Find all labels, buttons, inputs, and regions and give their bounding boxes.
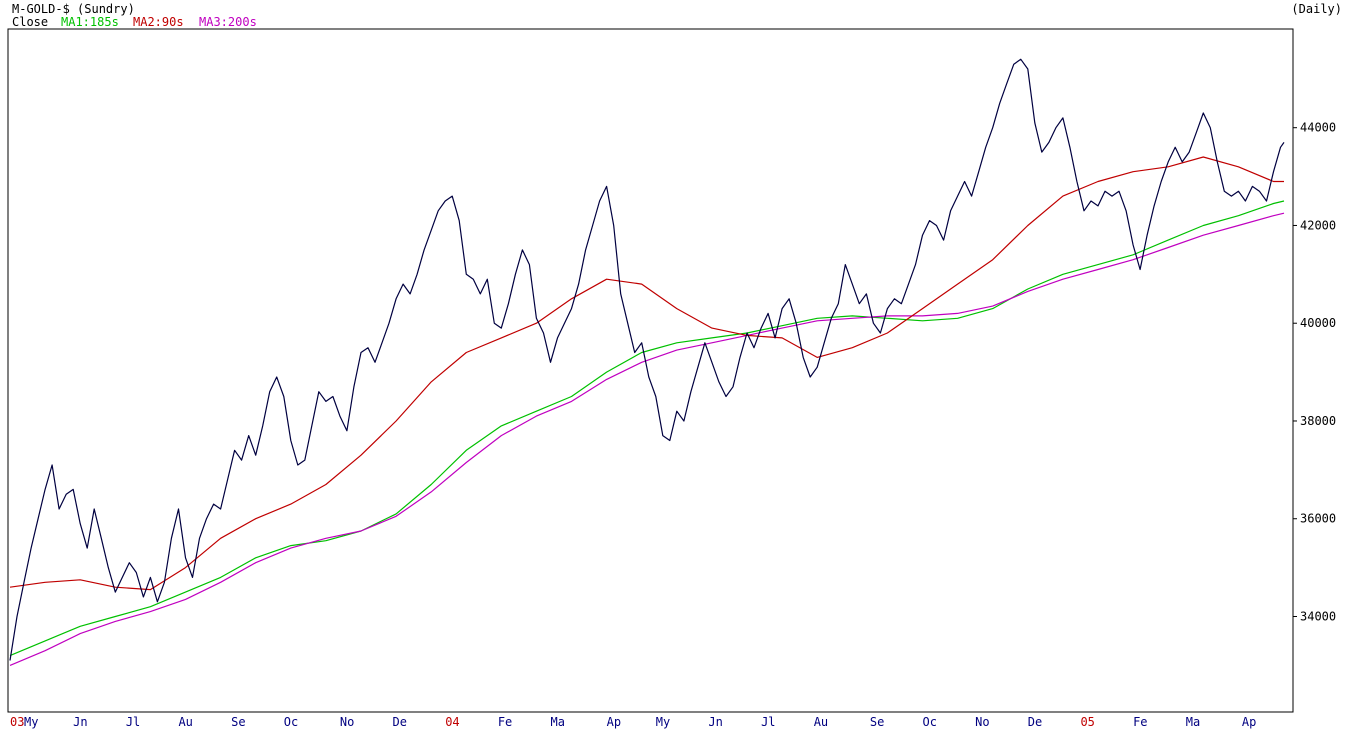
series-layer [9, 58, 1285, 666]
x-tick-label: De [1028, 715, 1042, 729]
x-tick-label: Se [870, 715, 884, 729]
legend-ma3: MA3:200s [199, 15, 257, 29]
x-tick-label: My [656, 715, 670, 729]
x-tick-label: 04 [445, 715, 459, 729]
period-label: (Daily) [1291, 2, 1342, 16]
plot-area [7, 28, 1294, 713]
series-line-ma1 [9, 200, 1285, 657]
x-tick-label: Ma [550, 715, 564, 729]
x-tick-label: Oc [284, 715, 298, 729]
x-axis: 03 My Jn Jl Au Se Oc No De 04 Fe Ma Ap My Jn Jl Au Se Oc No… [10, 715, 1256, 729]
y-tick-label: 42000 [1300, 218, 1336, 232]
x-tick-label: Ma [1186, 715, 1200, 729]
legend-ma2: MA2:90s [133, 15, 184, 29]
y-tick-label: 38000 [1300, 414, 1336, 428]
y-tick-label: 34000 [1300, 610, 1336, 624]
chart-title: M-GOLD-$ (Sundry) [12, 2, 135, 16]
series-line-close [9, 58, 1285, 661]
x-tick-label: Jl [126, 715, 140, 729]
series-line-ma3 [9, 212, 1285, 666]
legend-ma1: MA1:185s [61, 15, 119, 29]
x-tick-label: Se [231, 715, 245, 729]
x-tick-label: My [24, 715, 38, 729]
x-tick-label: Fe [498, 715, 512, 729]
x-tick-label: Au [178, 715, 192, 729]
legend-close: Close [12, 15, 48, 29]
x-tick-label: Au [814, 715, 828, 729]
x-tick-label: Fe [1133, 715, 1147, 729]
y-tick-label: 40000 [1300, 316, 1336, 330]
x-tick-label: Ap [1242, 715, 1256, 729]
x-tick-label: No [340, 715, 354, 729]
x-tick-label: 05 [1080, 715, 1094, 729]
x-tick-label: Oc [923, 715, 937, 729]
x-tick-label: Jl [761, 715, 775, 729]
y-tick-label: 44000 [1300, 121, 1336, 135]
x-tick-label: No [975, 715, 989, 729]
x-tick-label: Ap [607, 715, 621, 729]
x-tick-label: De [393, 715, 407, 729]
x-tick-label: 03 [10, 715, 24, 729]
y-axis: 34000 36000 38000 40000 42000 44000 [1293, 121, 1336, 624]
y-tick-label: 36000 [1300, 512, 1336, 526]
x-tick-label: Jn [73, 715, 87, 729]
x-tick-label: Jn [708, 715, 722, 729]
series-line-ma2 [9, 156, 1284, 591]
